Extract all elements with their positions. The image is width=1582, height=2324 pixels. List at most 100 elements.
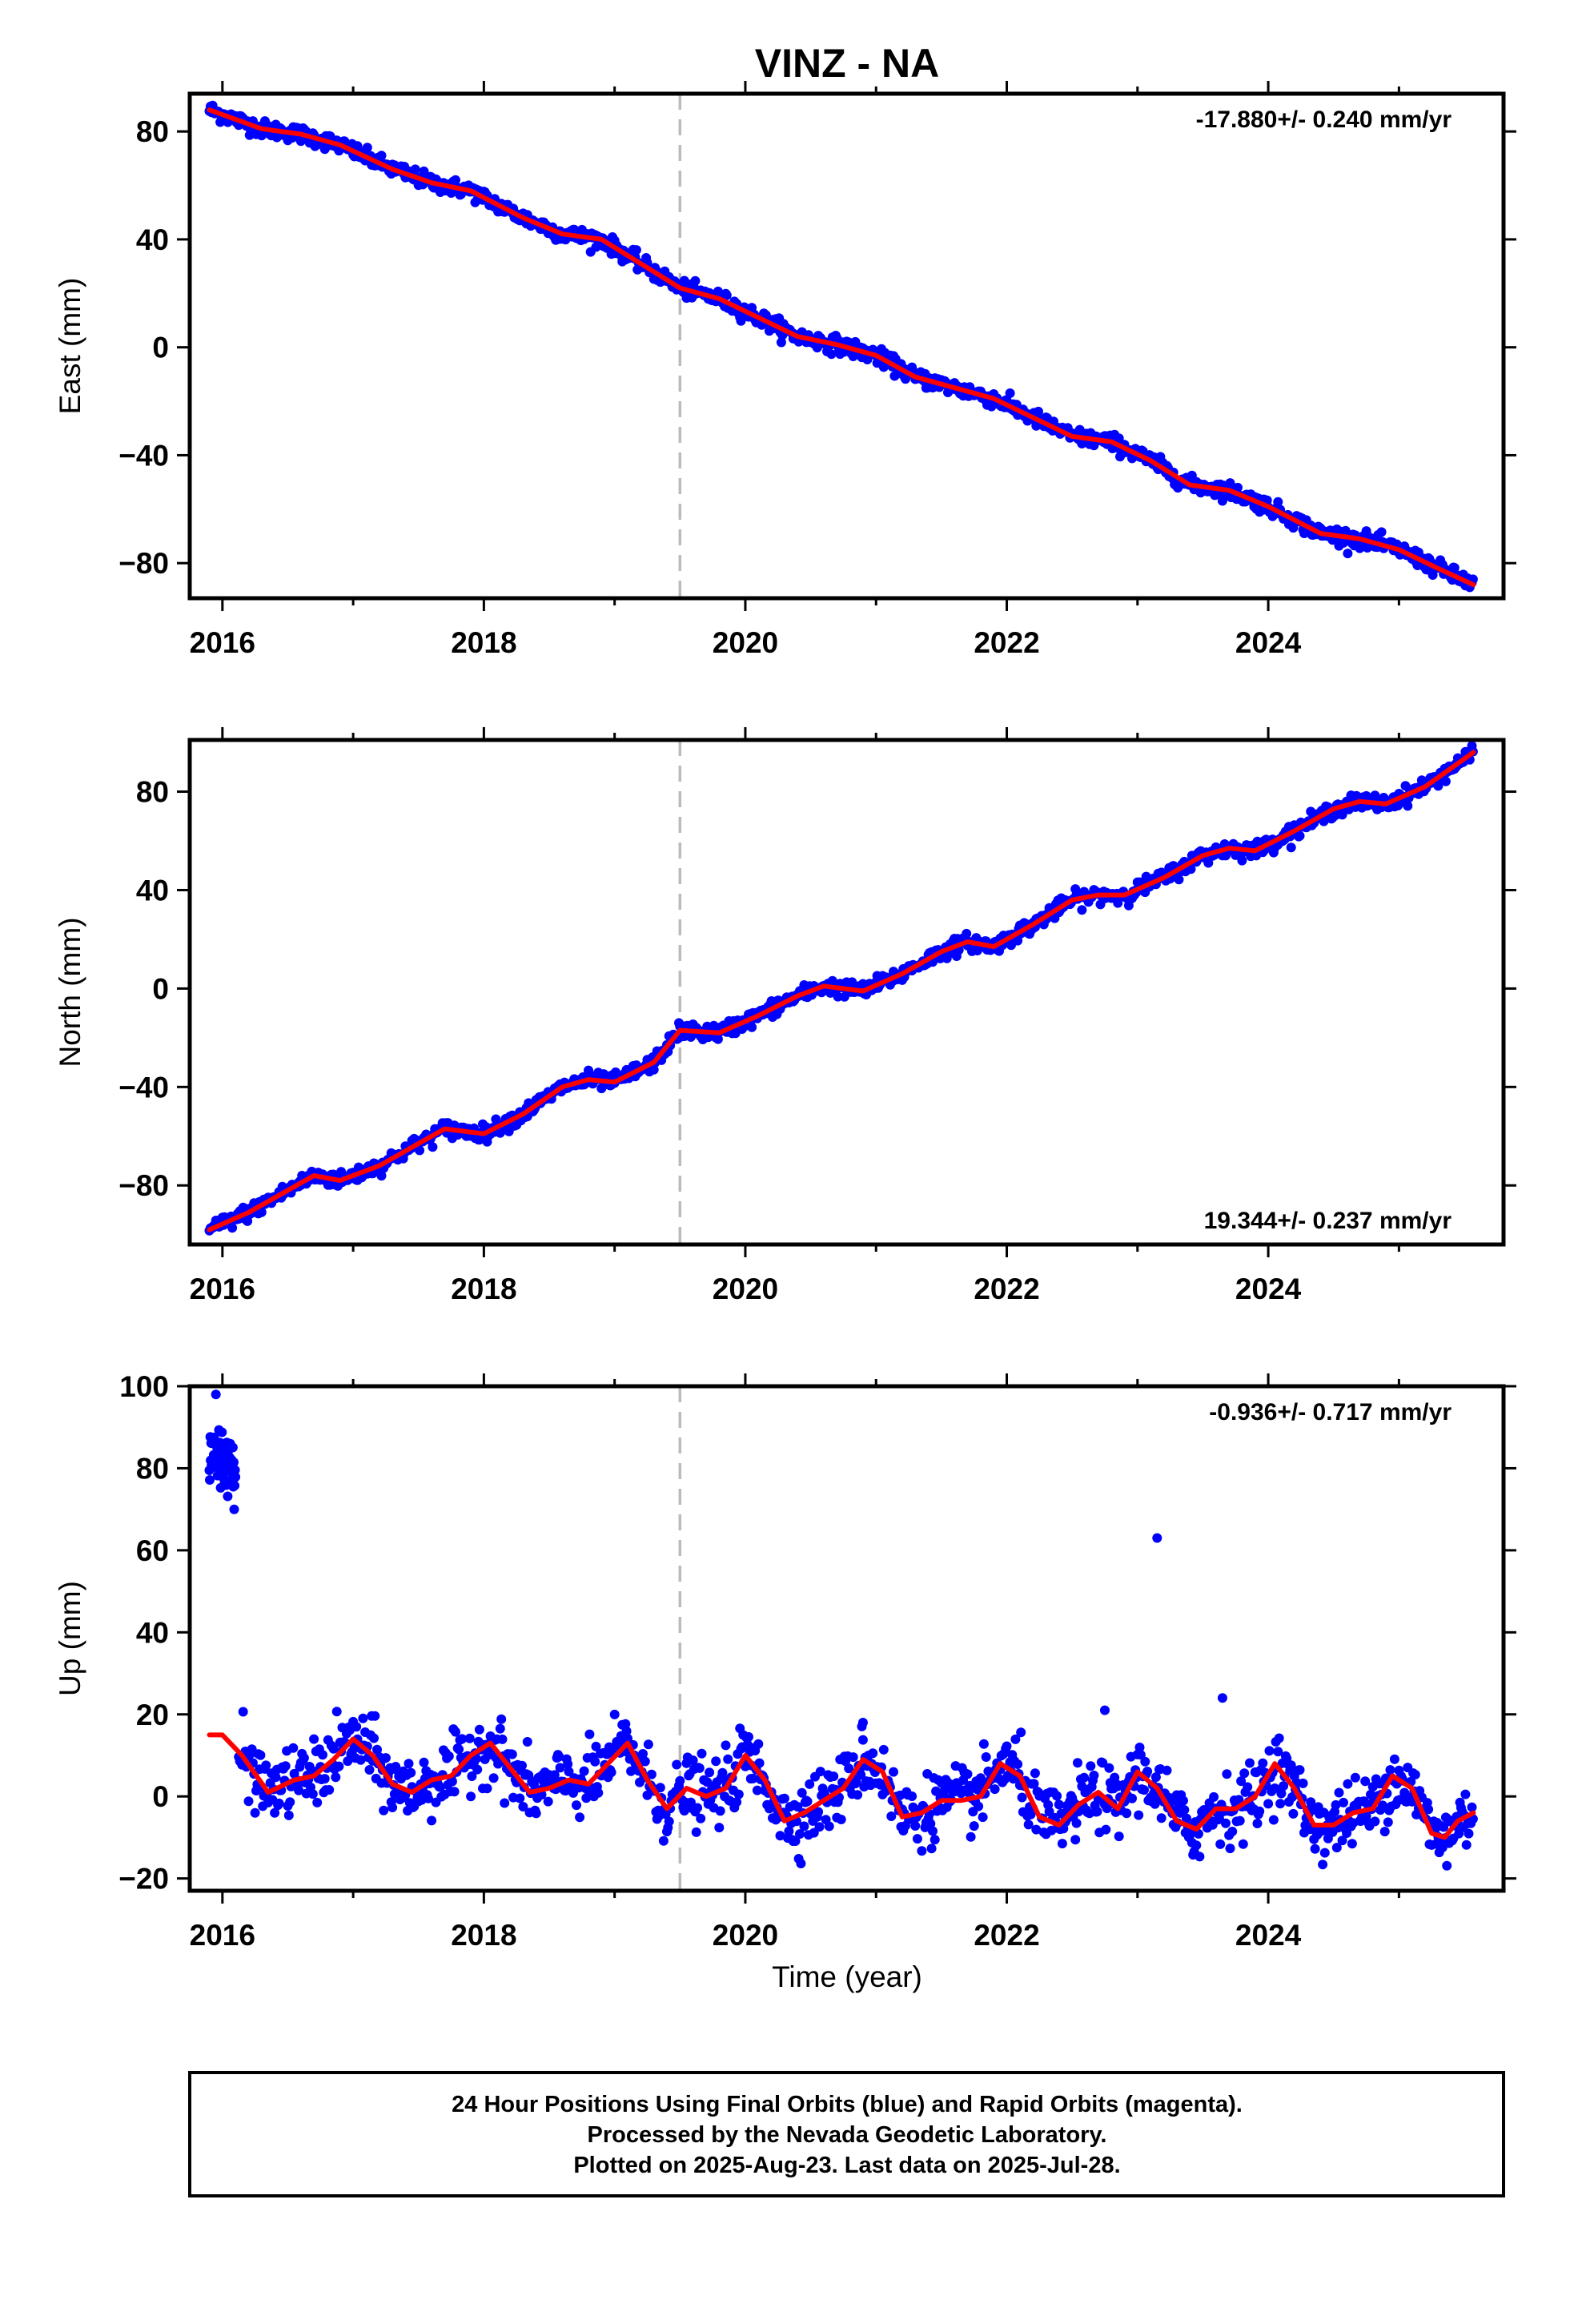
y-tick-label: 80 xyxy=(136,115,169,148)
data-point xyxy=(1225,1844,1235,1854)
data-point xyxy=(693,1803,703,1813)
data-point xyxy=(531,1808,541,1819)
data-point xyxy=(1334,1787,1344,1798)
data-point xyxy=(467,1771,477,1781)
data-point xyxy=(655,1783,665,1793)
y-axis-label: North (mm) xyxy=(54,917,86,1067)
data-point xyxy=(1440,776,1451,786)
data-point xyxy=(723,1754,733,1764)
data-point xyxy=(328,1743,339,1754)
data-point xyxy=(1101,1824,1111,1835)
data-point xyxy=(907,1791,917,1801)
data-point xyxy=(1034,406,1043,416)
data-point xyxy=(230,1481,240,1491)
data-point xyxy=(857,1735,868,1745)
data-point xyxy=(549,1770,560,1780)
data-point xyxy=(474,1724,484,1735)
data-point xyxy=(318,1750,327,1760)
data-point xyxy=(410,164,420,175)
data-point xyxy=(1135,1750,1146,1760)
data-point xyxy=(1156,1813,1166,1823)
data-point xyxy=(1347,1839,1357,1849)
y-tick-label: −20 xyxy=(118,1863,169,1896)
data-point xyxy=(1439,1822,1449,1832)
data-point xyxy=(575,1812,585,1823)
outlier-point xyxy=(1152,1533,1162,1543)
data-point xyxy=(1275,1799,1286,1809)
data-point xyxy=(732,1797,742,1807)
data-point xyxy=(584,1729,595,1739)
data-point xyxy=(554,1751,564,1762)
footer-frame xyxy=(188,2071,1505,2197)
x-tick-label: 2016 xyxy=(190,1273,255,1305)
data-point xyxy=(1016,1727,1026,1738)
y-tick-label: 40 xyxy=(136,874,169,907)
data-point xyxy=(1070,1835,1081,1845)
data-point xyxy=(522,1737,532,1747)
data-point xyxy=(853,1790,863,1800)
data-point xyxy=(796,1859,806,1868)
data-point xyxy=(319,1774,330,1784)
data-point xyxy=(1318,1860,1328,1870)
data-point xyxy=(223,1491,233,1502)
model-line xyxy=(207,750,1476,1232)
x-tick-label: 2022 xyxy=(974,1273,1039,1305)
data-point xyxy=(878,1744,889,1755)
data-point xyxy=(331,1707,342,1717)
data-point xyxy=(926,1844,937,1854)
data-point xyxy=(696,1813,706,1823)
data-point xyxy=(364,1765,375,1775)
data-point xyxy=(978,1739,989,1749)
rate-label: -17.880+/- 0.240 mm/yr xyxy=(1196,107,1452,133)
data-point xyxy=(691,1827,701,1837)
x-tick-label: 2018 xyxy=(451,626,516,659)
data-point xyxy=(1273,1747,1283,1757)
data-point xyxy=(975,1773,986,1783)
data-point xyxy=(428,1142,438,1152)
data-point xyxy=(466,1791,476,1802)
outlier-point xyxy=(211,1389,221,1400)
data-point xyxy=(721,290,732,300)
data-point xyxy=(779,1793,789,1803)
data-point xyxy=(1044,1807,1054,1817)
data-point xyxy=(1273,497,1283,507)
data-point xyxy=(427,1815,437,1826)
x-tick-label: 2016 xyxy=(190,626,255,659)
data-point xyxy=(1222,1769,1232,1779)
data-point xyxy=(406,1767,416,1778)
data-point xyxy=(1270,1783,1280,1793)
data-point xyxy=(1195,1852,1205,1862)
data-point xyxy=(217,1427,227,1437)
data-point xyxy=(799,1821,809,1831)
model-line xyxy=(207,107,1476,588)
data-point xyxy=(1235,1815,1245,1826)
data-point xyxy=(1237,855,1247,866)
outlier-point xyxy=(857,1718,868,1727)
y-tick-label: −40 xyxy=(118,439,169,472)
data-point xyxy=(721,1740,731,1751)
data-point xyxy=(912,1834,922,1844)
data-point xyxy=(572,1800,581,1811)
y-tick-label: 80 xyxy=(136,1452,169,1485)
data-point xyxy=(1276,1788,1287,1799)
data-point xyxy=(1410,1770,1420,1779)
rate-label: -0.936+/- 0.717 mm/yr xyxy=(1209,1399,1452,1425)
data-point xyxy=(848,1752,858,1763)
outlier-point xyxy=(1099,1705,1110,1715)
data-point xyxy=(1319,1848,1330,1858)
data-point xyxy=(1215,1839,1226,1849)
data-point xyxy=(702,1777,713,1787)
y-tick-label: 60 xyxy=(136,1534,169,1567)
data-point xyxy=(1140,1756,1150,1767)
data-point xyxy=(1162,1765,1172,1775)
data-point xyxy=(579,1766,589,1776)
data-point xyxy=(1295,1765,1305,1775)
data-point xyxy=(1057,1839,1067,1849)
data-point xyxy=(261,1760,271,1771)
data-point xyxy=(705,1767,715,1778)
panel-north: 2016 2018 2020 2022 2024 80 40 0 −40 −80 North (mm… xyxy=(54,727,1516,1305)
data-point xyxy=(1286,1760,1296,1771)
data-point xyxy=(753,1739,764,1749)
data-point xyxy=(1464,1828,1474,1839)
data-point xyxy=(1005,388,1015,398)
